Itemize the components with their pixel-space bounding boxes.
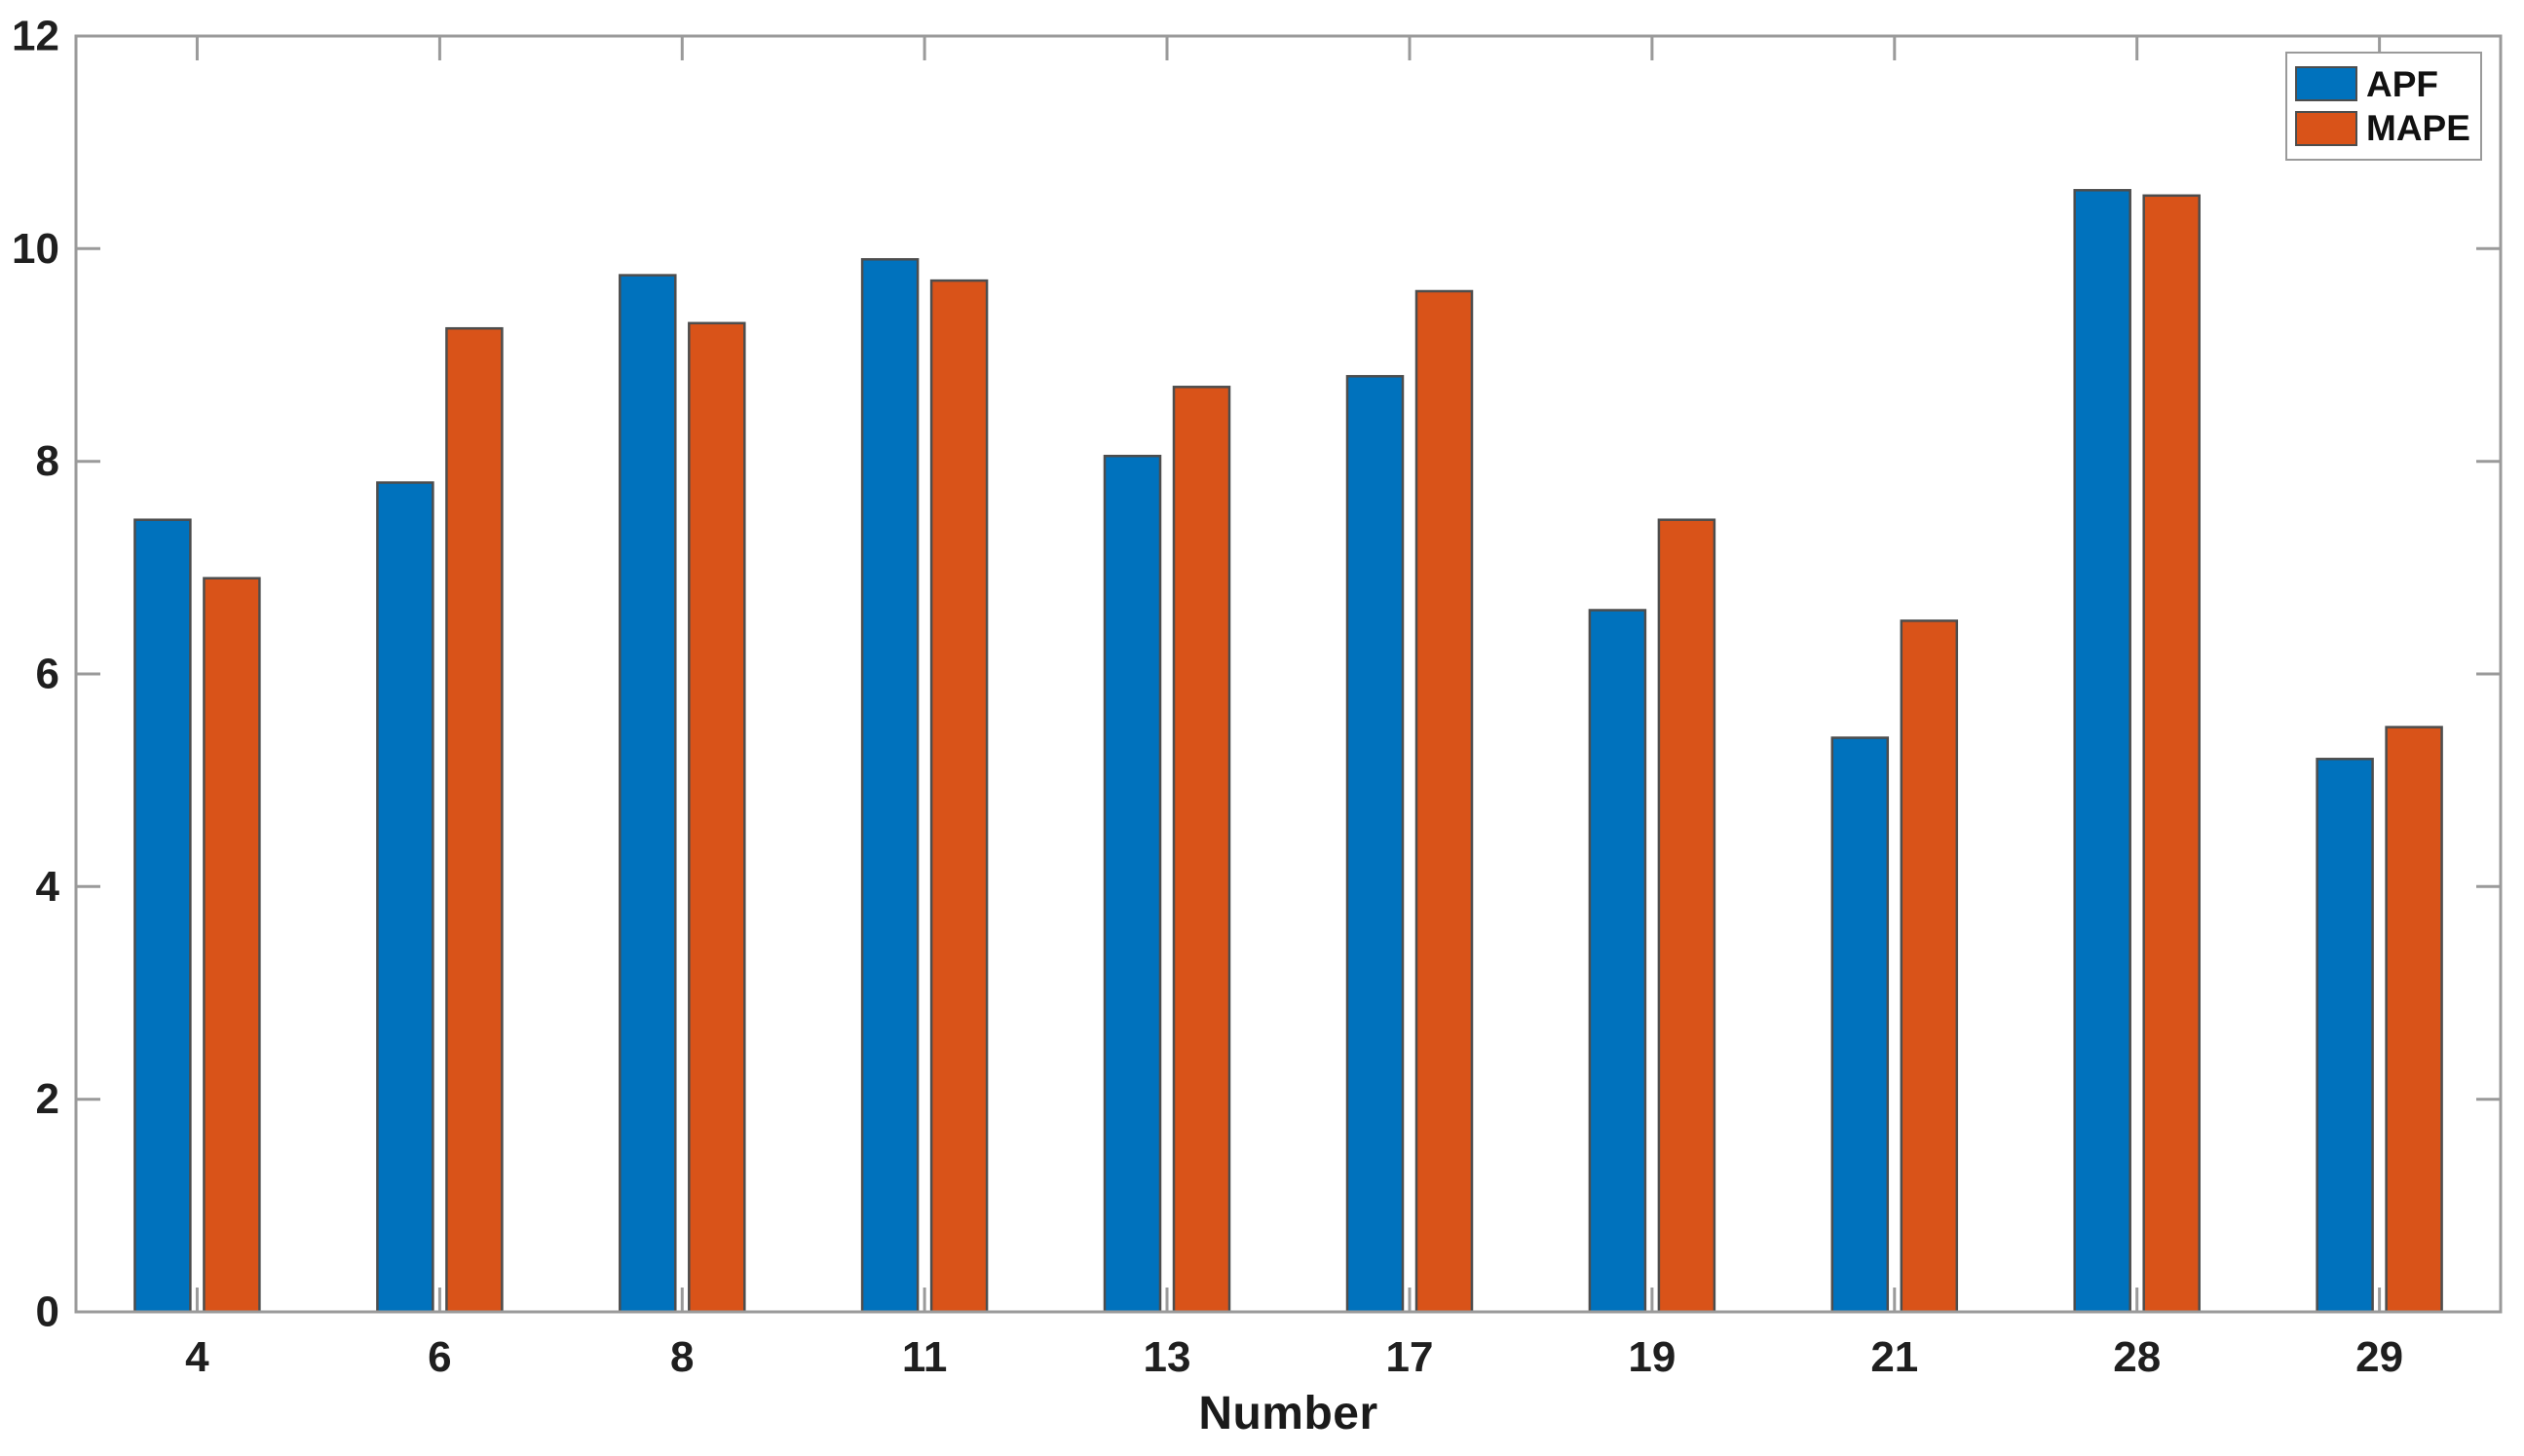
bar-mape-29 <box>2385 726 2443 1314</box>
x-tick-label-19: 19 <box>1628 1333 1676 1381</box>
bar-apf-4 <box>133 518 192 1314</box>
bar-mape-13 <box>1172 386 1231 1314</box>
x-tick-label-4: 4 <box>185 1333 209 1381</box>
bar-apf-13 <box>1103 454 1162 1314</box>
bar-apf-19 <box>1588 609 1647 1314</box>
legend-swatch-mape <box>2295 110 2357 146</box>
bar-apf-29 <box>2316 758 2374 1314</box>
y-tick-label-8: 8 <box>36 437 59 485</box>
legend-label-apf: APF <box>2366 63 2438 104</box>
x-tick-label-29: 29 <box>2355 1333 2403 1381</box>
x-tick-label-21: 21 <box>1870 1333 1918 1381</box>
legend-item-mape: MAPE <box>2295 110 2472 146</box>
bar-mape-4 <box>203 577 261 1314</box>
x-tick-label-8: 8 <box>670 1333 694 1381</box>
bar-apf-8 <box>619 274 677 1314</box>
x-tick-label-13: 13 <box>1144 1333 1191 1381</box>
x-tick-label-28: 28 <box>2113 1333 2161 1381</box>
bar-mape-28 <box>2142 194 2201 1314</box>
x-tick-label-6: 6 <box>428 1333 451 1381</box>
bar-mape-8 <box>688 321 746 1314</box>
x-tick-label-17: 17 <box>1386 1333 1434 1381</box>
bar-apf-28 <box>2073 189 2131 1314</box>
y-tick-label-4: 4 <box>36 863 60 911</box>
plot-box <box>74 34 2503 1314</box>
y-tick-label-12: 12 <box>12 13 59 60</box>
legend-swatch-apf <box>2295 66 2357 102</box>
x-axis-label: Number <box>1198 1388 1378 1439</box>
bar-apf-11 <box>860 258 920 1314</box>
x-tick-label-11: 11 <box>902 1333 948 1381</box>
bar-mape-6 <box>445 326 504 1314</box>
bar-mape-19 <box>1657 518 1716 1314</box>
bar-apf-6 <box>376 481 434 1314</box>
y-tick-label-0: 0 <box>36 1288 59 1336</box>
bar-mape-11 <box>929 279 989 1314</box>
legend-item-apf: APF <box>2295 66 2472 102</box>
bar-mape-21 <box>1900 619 1959 1314</box>
y-tick-label-2: 2 <box>36 1075 59 1123</box>
bar-mape-17 <box>1414 289 1474 1314</box>
legend: APF MAPE <box>2285 52 2482 161</box>
y-tick-label-6: 6 <box>36 651 59 698</box>
y-tick-label-10: 10 <box>12 225 59 273</box>
legend-label-mape: MAPE <box>2366 108 2470 149</box>
bar-apf-21 <box>1830 736 1890 1314</box>
bar-apf-17 <box>1345 375 1405 1314</box>
